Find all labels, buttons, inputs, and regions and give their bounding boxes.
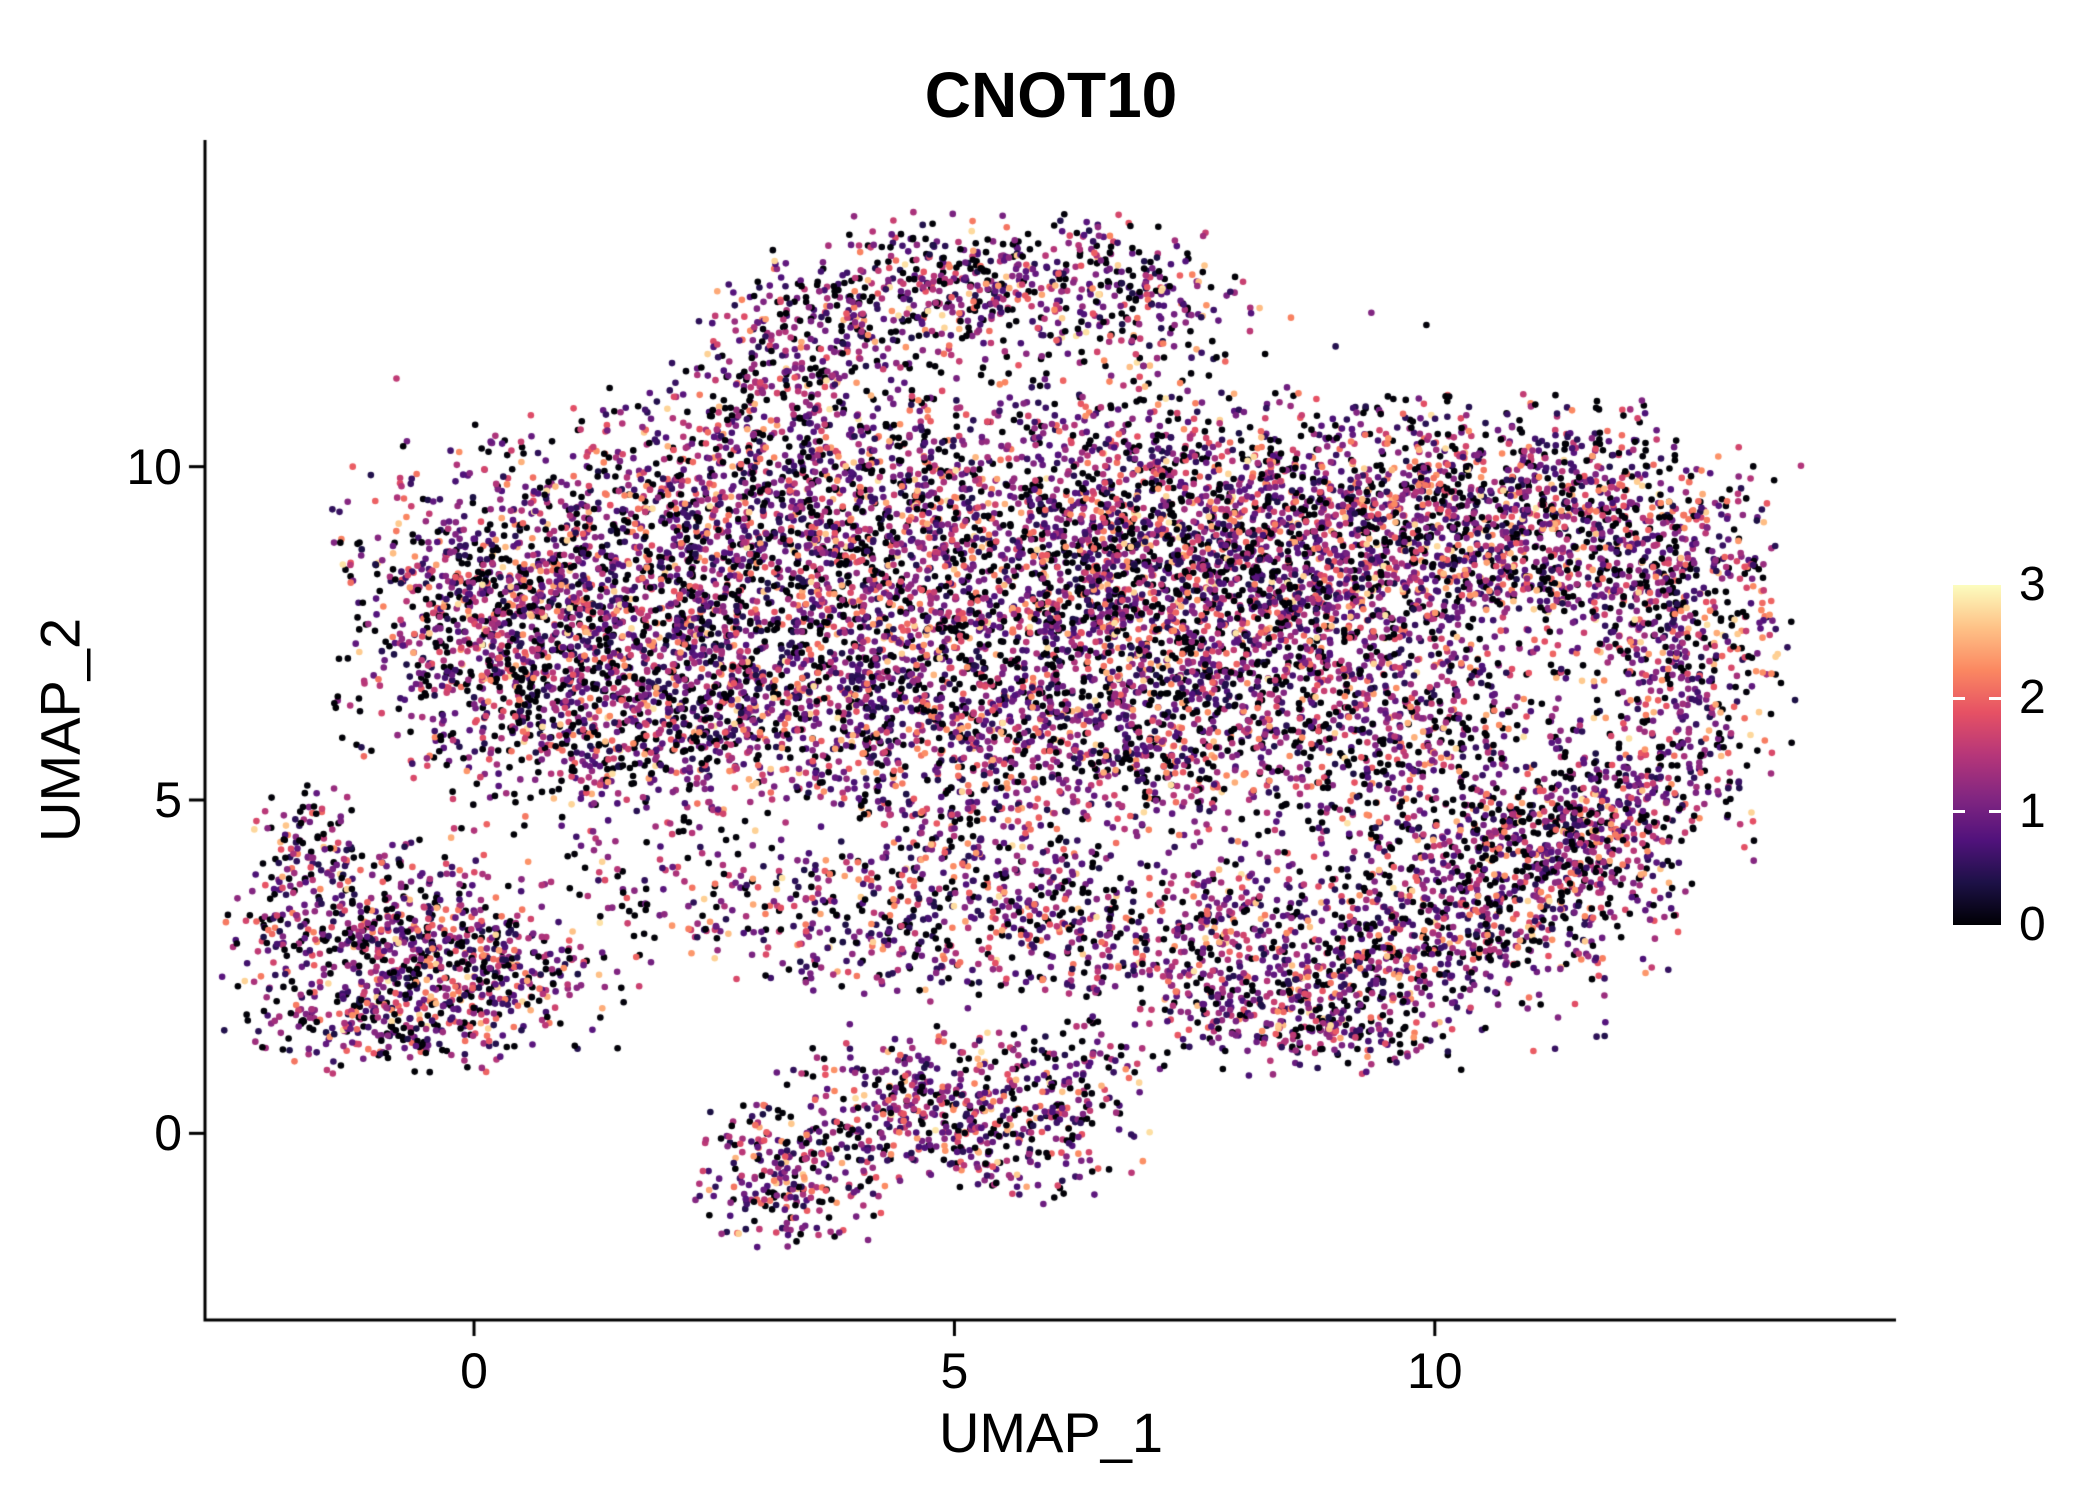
colorbar-tick-mark — [1953, 696, 1965, 700]
y-tick-label: 5 — [154, 772, 182, 828]
y-tick-label: 10 — [126, 438, 182, 495]
colorbar-tick-mark — [1953, 810, 1965, 814]
y-tick-label: 0 — [154, 1105, 182, 1162]
colorbar-gradient — [1953, 585, 2001, 925]
colorbar-tick-mark — [1989, 696, 2001, 700]
colorbar-tick-mark — [1989, 810, 2001, 814]
colorbar-tick-label: 1 — [2019, 784, 2046, 838]
x-tick-label: 10 — [1407, 1343, 1463, 1399]
x-axis-label: UMAP_1 — [938, 1401, 1164, 1464]
x-tick-label: 5 — [940, 1343, 969, 1399]
plot-title: CNOT10 — [924, 59, 1178, 131]
colorbar-tick-label: 3 — [2019, 558, 2046, 611]
x-tick-label: 0 — [460, 1343, 488, 1399]
colorbar-tick-label: 0 — [2019, 898, 2046, 951]
colorbar-tick-label: 2 — [2019, 671, 2046, 725]
